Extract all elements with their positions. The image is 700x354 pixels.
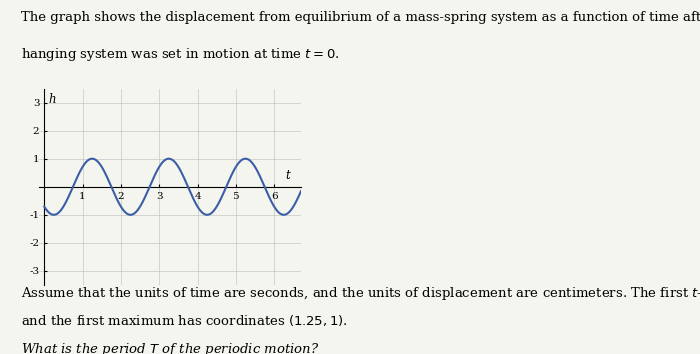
Text: What is the period $T$ of the periodic motion?: What is the period $T$ of the periodic m… (21, 341, 320, 354)
Text: hanging system was set in motion at time $t = 0$.: hanging system was set in motion at time… (21, 46, 340, 63)
Text: h: h (49, 93, 57, 107)
Text: t: t (286, 169, 290, 182)
Text: The graph shows the displacement from equilibrium of a mass-spring system as a f: The graph shows the displacement from eq… (21, 11, 700, 24)
Text: Assume that the units of time are seconds, and the units of displacement are cen: Assume that the units of time are second… (21, 285, 700, 302)
Text: and the first maximum has coordinates $(1.25, 1)$.: and the first maximum has coordinates $(… (21, 313, 348, 328)
